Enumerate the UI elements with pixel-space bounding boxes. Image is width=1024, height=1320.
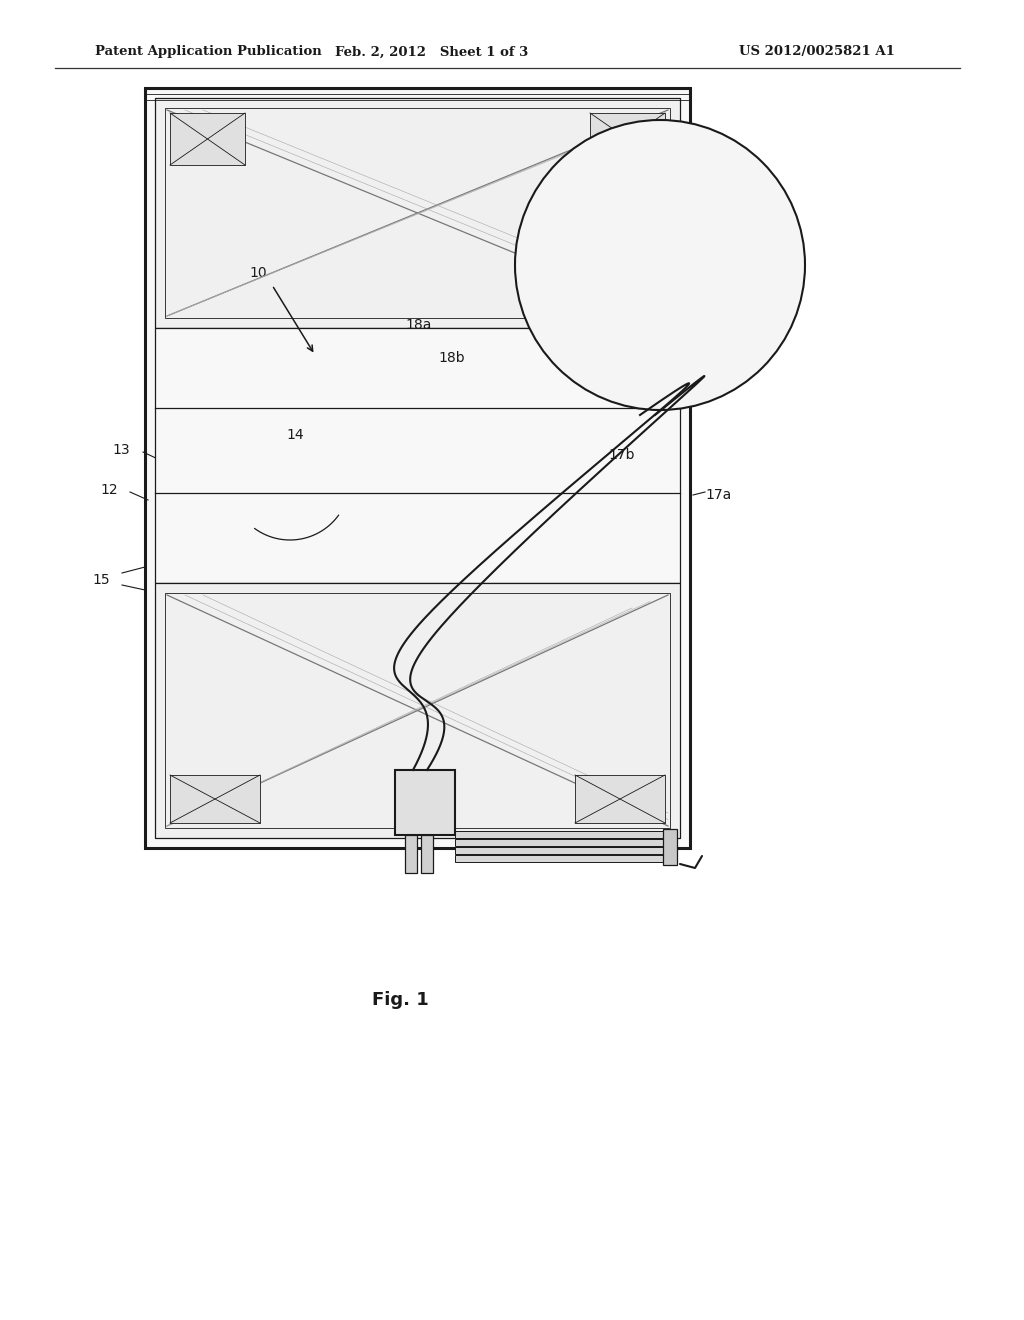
Bar (155, 98, 680, 838)
Text: 10: 10 (249, 267, 267, 280)
Bar (165, 108, 670, 318)
Text: 13: 13 (113, 444, 130, 457)
Text: 14: 14 (286, 428, 304, 442)
Text: Patent Application Publication: Patent Application Publication (95, 45, 322, 58)
Bar (155, 98, 680, 327)
Text: 17b: 17b (608, 447, 635, 462)
Text: Feb. 2, 2012   Sheet 1 of 3: Feb. 2, 2012 Sheet 1 of 3 (336, 45, 528, 58)
Bar (155, 583, 680, 838)
Bar (155, 327, 680, 583)
Text: 15: 15 (92, 573, 110, 587)
Text: 19: 19 (673, 276, 697, 294)
Text: 18a: 18a (406, 318, 431, 333)
Bar (421, 836, 433, 873)
Text: 12: 12 (100, 483, 118, 498)
Bar (170, 114, 245, 165)
Bar (395, 770, 455, 836)
Bar (575, 775, 665, 822)
Text: 18b: 18b (438, 351, 465, 366)
Text: 16: 16 (416, 796, 434, 810)
Text: Fig. 1: Fig. 1 (372, 991, 428, 1008)
Bar (165, 593, 670, 828)
Bar (455, 855, 675, 862)
Circle shape (515, 120, 805, 411)
Text: 17a: 17a (705, 488, 731, 502)
Bar (455, 840, 675, 846)
Bar (406, 836, 417, 873)
Bar (145, 88, 690, 847)
Bar (455, 847, 675, 854)
Bar (590, 114, 665, 165)
Bar (663, 829, 677, 865)
Bar (455, 832, 675, 838)
Bar (170, 775, 260, 822)
Text: US 2012/0025821 A1: US 2012/0025821 A1 (739, 45, 895, 58)
